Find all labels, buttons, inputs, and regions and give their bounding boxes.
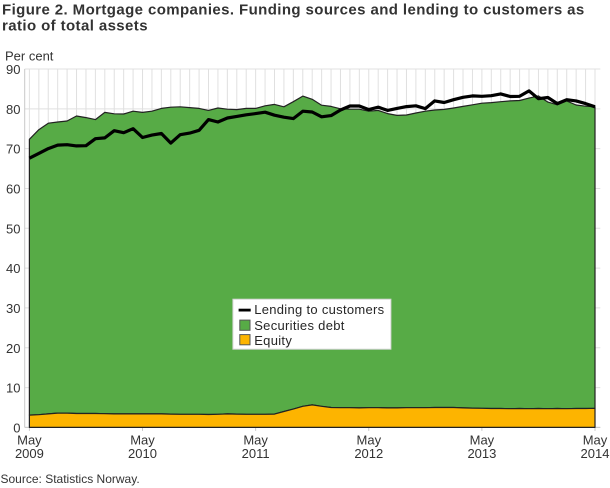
svg-text:2009: 2009 (15, 446, 44, 461)
svg-text:50: 50 (6, 221, 20, 236)
svg-text:May: May (357, 433, 382, 448)
svg-text:May: May (583, 433, 608, 448)
svg-text:2010: 2010 (128, 446, 157, 461)
svg-text:30: 30 (6, 301, 20, 316)
svg-text:May: May (130, 433, 155, 448)
svg-text:2011: 2011 (242, 446, 270, 461)
svg-text:May: May (243, 433, 268, 448)
svg-text:2014: 2014 (581, 446, 610, 461)
svg-text:Lending to customers: Lending to customers (254, 302, 384, 317)
svg-text:80: 80 (6, 102, 20, 117)
svg-text:40: 40 (6, 261, 20, 276)
svg-text:2012: 2012 (354, 446, 383, 461)
svg-text:Securities debt: Securities debt (254, 318, 345, 333)
svg-text:2013: 2013 (467, 446, 496, 461)
svg-text:Per cent: Per cent (5, 49, 54, 64)
svg-text:60: 60 (6, 182, 20, 197)
svg-text:May: May (17, 433, 42, 448)
svg-text:10: 10 (6, 381, 20, 396)
svg-text:0: 0 (13, 420, 20, 435)
svg-text:May: May (470, 433, 495, 448)
svg-text:ratio of total assets: ratio of total assets (2, 18, 148, 35)
svg-text:90: 90 (6, 62, 20, 77)
svg-text:Figure 2. Mortgage companies.: Figure 2. Mortgage companies. Funding so… (2, 2, 585, 19)
svg-text:20: 20 (6, 341, 20, 356)
svg-text:Equity: Equity (254, 333, 292, 348)
svg-text:Source: Statistics Norway.: Source: Statistics Norway. (1, 472, 140, 486)
svg-text:70: 70 (6, 142, 20, 157)
